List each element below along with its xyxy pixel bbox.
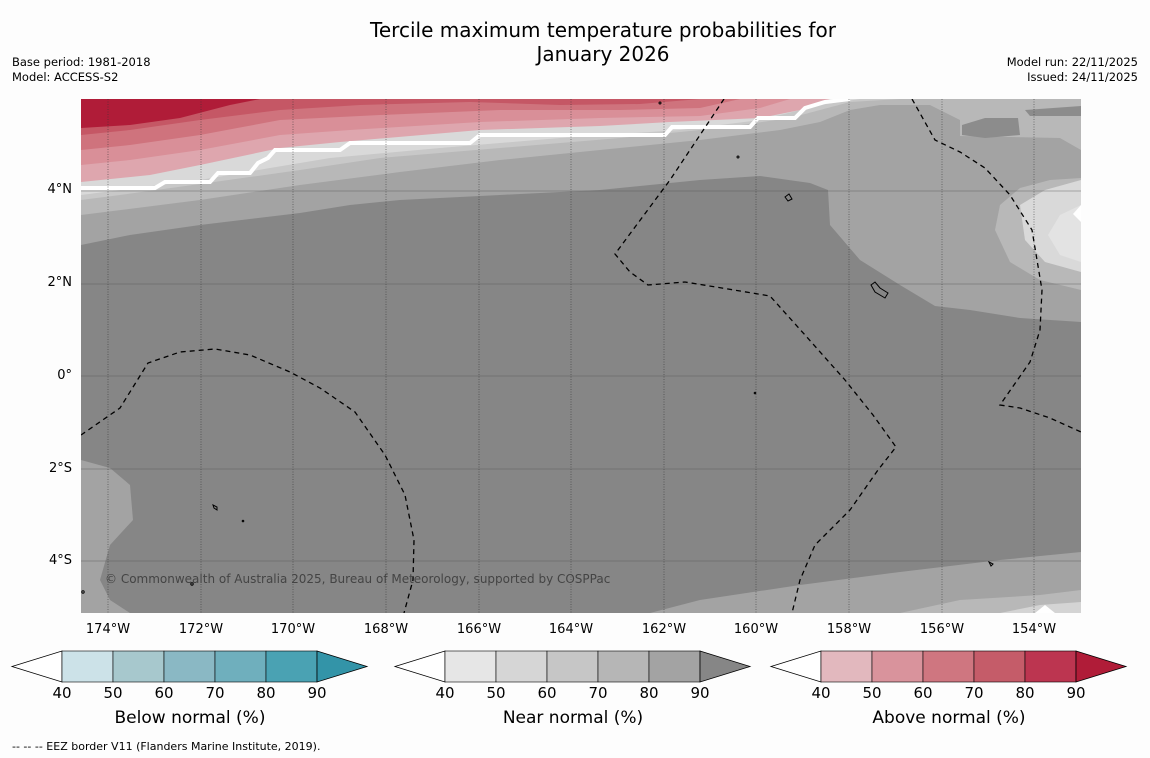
colorbar-near-max-extend xyxy=(699,650,752,683)
colorbar-below-tick-80: 80 xyxy=(256,684,276,702)
lat-label-4s: 4°S xyxy=(48,553,72,568)
colorbar-above-tick-40: 40 xyxy=(811,684,831,702)
colorbar-below-segment-70 xyxy=(214,650,267,683)
colorbar-below-segment-60 xyxy=(163,650,216,683)
colorbar-below-tick-60: 60 xyxy=(154,684,174,702)
colorbar-below-tick-70: 70 xyxy=(205,684,225,702)
lon-label-172w: 172°W xyxy=(178,622,224,637)
issued-date: Issued: 24/11/2025 xyxy=(1027,70,1138,84)
title-line-2: January 2026 xyxy=(536,42,670,66)
lon-label-156w: 156°W xyxy=(919,622,965,637)
lon-label-168w: 168°W xyxy=(363,622,409,637)
colorbar-near-tick-60: 60 xyxy=(537,684,557,702)
colorbar-near-tick-70: 70 xyxy=(588,684,608,702)
white-gap-band xyxy=(81,99,851,190)
colorbar-near-tick-40: 40 xyxy=(435,684,455,702)
near-normal-80-south xyxy=(81,460,133,613)
colorbar-above-tick-60: 60 xyxy=(913,684,933,702)
above-normal-90-region xyxy=(81,99,260,128)
colorbar-below-min-extend xyxy=(10,650,63,683)
lat-label-2s: 2°S xyxy=(48,461,72,476)
colorbar-above-segment-70 xyxy=(973,650,1026,683)
colorbar-near-min-extend xyxy=(393,650,446,683)
lat-label-0: 0° xyxy=(57,368,72,383)
probability-contours xyxy=(81,99,1081,613)
near-normal-80-southeast xyxy=(650,552,1081,613)
lon-label-154w: 154°W xyxy=(1011,622,1057,637)
colorbar-above-tick-50: 50 xyxy=(862,684,882,702)
colorbar-below-segment-40 xyxy=(61,650,114,683)
near-normal-50-east xyxy=(1048,205,1081,262)
colorbar-near-segment-80 xyxy=(648,650,701,683)
eez-borders xyxy=(81,99,1081,613)
colorbar-below-label: Below normal (%) xyxy=(114,708,266,728)
white-gap-edge-south xyxy=(1035,605,1055,613)
lat-label-2n: 2°N xyxy=(47,275,73,290)
colorbar-near-tick-80: 80 xyxy=(639,684,659,702)
colorbar-above-min-extend xyxy=(769,650,822,683)
colorbar-above-segment-80 xyxy=(1024,650,1077,683)
near-normal-60-southeast xyxy=(1000,602,1081,613)
above-normal-80-region xyxy=(81,99,700,135)
colorbar-near-tick-50: 50 xyxy=(486,684,506,702)
colorbar-near-label: Near normal (%) xyxy=(502,708,644,728)
colorbar-below-tick-40: 40 xyxy=(52,684,72,702)
colorbar-below-segment-50 xyxy=(112,650,165,683)
lon-label-160w: 160°W xyxy=(733,622,779,637)
graticule xyxy=(107,99,1035,613)
lon-label-164w: 164°W xyxy=(548,622,594,637)
colorbar-above-segment-60 xyxy=(922,650,975,683)
near-normal-90-ne xyxy=(1025,106,1081,116)
islands xyxy=(81,101,994,594)
lon-label-162w: 162°W xyxy=(641,622,687,637)
model-run: Model run: 22/11/2025 xyxy=(1006,55,1138,69)
latitude-lines xyxy=(81,190,1081,562)
near-normal-90-inner xyxy=(962,118,1020,138)
chart-title: Tercile maximum temperature probabilitie… xyxy=(0,18,1150,66)
colorbar-below-segment-80 xyxy=(265,650,318,683)
colorbar-near-segment-50 xyxy=(495,650,548,683)
colorbar-near-segment-40 xyxy=(444,650,497,683)
colorbars xyxy=(10,650,1128,683)
eez-footnote: -- -- -- EEZ border V11 (Flanders Marine… xyxy=(12,740,321,753)
colorbar-above-label: Above normal (%) xyxy=(872,708,1026,728)
white-gap-edge-east xyxy=(1073,205,1081,222)
colorbar-below-tick-50: 50 xyxy=(103,684,123,702)
colorbar-above-tick-80: 80 xyxy=(1015,684,1035,702)
colorbar-below-tick-90: 90 xyxy=(307,684,327,702)
meta-left: Base period: 1981-2018 Model: ACCESS-S2 xyxy=(12,55,151,85)
colorbar-above-segment-50 xyxy=(871,650,924,683)
lon-label-174w: 174°W xyxy=(85,622,131,637)
base-period: Base period: 1981-2018 xyxy=(12,55,151,69)
colorbar-above-tick-90: 90 xyxy=(1066,684,1086,702)
colorbar-near-tick-90: 90 xyxy=(690,684,710,702)
model-name: Model: ACCESS-S2 xyxy=(12,70,119,84)
colorbar-below-max-extend xyxy=(316,650,369,683)
copyright-notice: © Commonwealth of Australia 2025, Bureau… xyxy=(105,572,611,586)
colorbar-above-tick-70: 70 xyxy=(964,684,984,702)
colorbar-above-max-extend xyxy=(1075,650,1128,683)
title-line-1: Tercile maximum temperature probabilitie… xyxy=(370,18,836,42)
lat-label-4n: 4°N xyxy=(47,182,73,197)
colorbar-near-segment-60 xyxy=(546,650,599,683)
colorbar-near-segment-70 xyxy=(597,650,650,683)
lon-label-158w: 158°W xyxy=(826,622,872,637)
colorbar-above-segment-40 xyxy=(820,650,873,683)
lon-label-170w: 170°W xyxy=(270,622,316,637)
lon-label-166w: 166°W xyxy=(456,622,502,637)
meta-right: Model run: 22/11/2025 Issued: 24/11/2025 xyxy=(1007,55,1138,85)
